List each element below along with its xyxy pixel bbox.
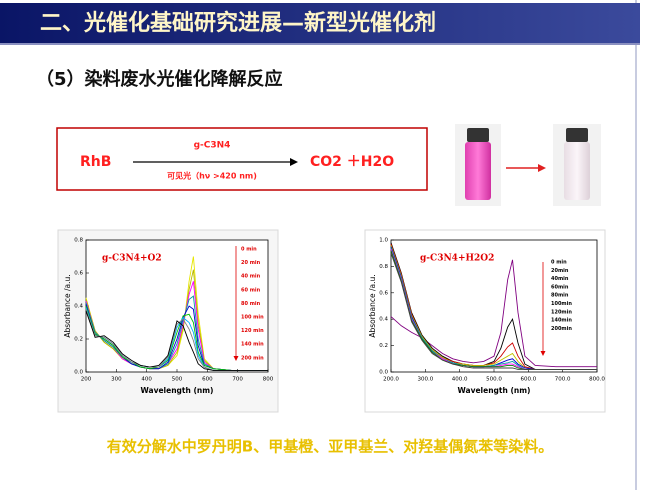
arrow-head — [233, 356, 239, 361]
y-tick-label: 0.2 — [379, 343, 388, 349]
reaction-box — [56, 127, 428, 191]
legend-entry: 200min — [551, 326, 572, 332]
y-axis-label: Absorbance /a.u. — [63, 274, 72, 337]
x-tick-label: 300.0 — [417, 377, 433, 383]
y-axis-label: Absorbance /a.u. — [368, 274, 377, 337]
spectrum-line — [85, 305, 268, 371]
legend-entry: 140min — [551, 318, 572, 324]
y-tick-label: 0.4 — [379, 317, 388, 323]
y-tick-label: 0.4 — [74, 304, 83, 310]
reactant: RhB — [80, 154, 111, 170]
spectrum-line — [390, 253, 597, 370]
chart-annotation: g-C3N4+O2 — [102, 254, 162, 264]
y-tick-label: 0.6 — [74, 271, 83, 277]
x-tick-label: 200 — [81, 377, 92, 383]
vial-pink — [465, 142, 491, 200]
x-tick-label: 400.0 — [452, 377, 468, 383]
x-tick-label: 400 — [141, 377, 152, 383]
spectrum-line — [85, 310, 268, 371]
arrow-head — [290, 158, 298, 166]
condition: 可见光（hν >420 nm) — [167, 171, 257, 181]
catalyst: g-C3N4 — [194, 141, 231, 151]
y-tick-label: 0.8 — [379, 264, 388, 270]
x-tick-label: 800 — [263, 377, 274, 383]
x-tick-label: 600 — [202, 377, 213, 383]
y-tick-label: 1.0 — [379, 238, 388, 244]
plot-area — [85, 239, 269, 373]
vial-clear — [564, 142, 590, 200]
legend-entry: 80 min — [241, 301, 261, 307]
legend-entry: 20 min — [241, 260, 261, 266]
header-title: 二、光催化基础研究进展—新型光催化剂 — [40, 10, 436, 36]
legend-entry: 20min — [551, 268, 569, 274]
x-tick-label: 800.0 — [589, 377, 605, 383]
legend-entry: 0 min — [241, 247, 257, 253]
legend-entry: 140 min — [241, 342, 264, 348]
x-axis-label: Wavelength (nm) — [141, 386, 214, 395]
legend-entry: 120 min — [241, 328, 264, 334]
x-tick-label: 700 — [232, 377, 243, 383]
vial-cap — [566, 128, 588, 142]
y-tick-label: 0.8 — [74, 238, 83, 244]
arrow-head — [540, 351, 546, 356]
y-tick-label: 0.2 — [74, 337, 83, 343]
y-tick-label: 0.0 — [379, 370, 388, 376]
legend-entry: 120min — [551, 309, 572, 315]
arrow-head — [538, 164, 546, 172]
subtitle: （5）染料废水光催化降解反应 — [36, 68, 283, 90]
legend-entry: 60min — [551, 284, 569, 290]
legend-entry: 200 min — [241, 355, 264, 361]
x-tick-label: 500 — [172, 377, 183, 383]
x-tick-label: 500.0 — [486, 377, 502, 383]
chart-annotation: g-C3N4+H2O2 — [420, 254, 494, 264]
legend-entry: 0 min — [551, 260, 567, 266]
header-bar — [0, 3, 640, 43]
legend-entry: 80min — [551, 293, 569, 299]
legend-entry: 40min — [551, 276, 569, 282]
legend-entry: 40 min — [241, 274, 261, 280]
x-tick-label: 200.0 — [383, 377, 399, 383]
conclusion: 有效分解水中罗丹明B、甲基橙、亚甲基兰、对羟基偶氮苯等染料。 — [107, 438, 553, 456]
x-tick-label: 700.0 — [555, 377, 571, 383]
legend-entry: 100min — [551, 301, 572, 307]
products: CO2 ＋H2O — [310, 154, 394, 170]
y-tick-label: 0.6 — [379, 290, 388, 296]
plot-area — [390, 239, 598, 373]
legend-entry: 60 min — [241, 287, 261, 293]
x-tick-label: 600.0 — [520, 377, 536, 383]
vial-cap — [467, 128, 489, 142]
x-axis-label: Wavelength (nm) — [458, 386, 531, 395]
y-tick-label: 0.0 — [74, 370, 83, 376]
x-tick-label: 300 — [111, 377, 122, 383]
legend-entry: 100 min — [241, 315, 264, 321]
